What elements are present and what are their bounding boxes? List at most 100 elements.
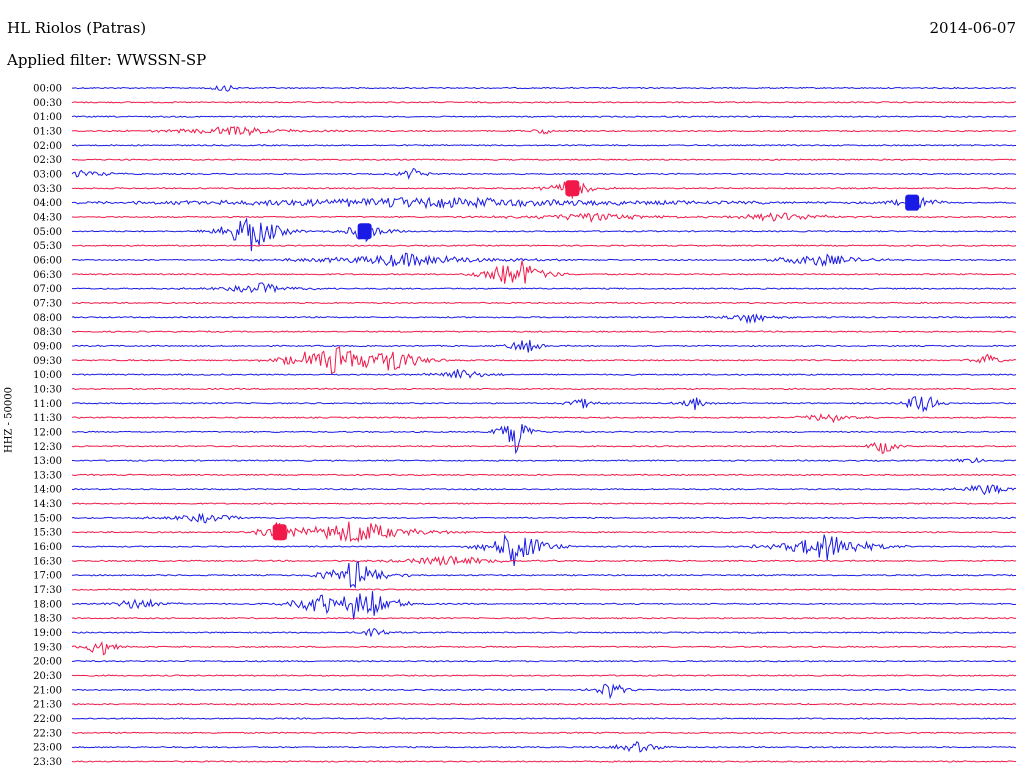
trace-line — [71, 591, 1017, 620]
time-label: 00:00 — [33, 84, 62, 95]
date-label: 2014-06-07 — [929, 19, 1016, 37]
time-label: 01:30 — [33, 126, 62, 137]
time-label: 17:00 — [33, 571, 62, 582]
time-label: 10:30 — [33, 384, 62, 395]
time-label: 05:30 — [33, 241, 62, 252]
trace-line — [71, 313, 1017, 325]
saturated-signal-block — [357, 223, 372, 240]
time-label: 06:00 — [33, 255, 62, 266]
time-label: 01:00 — [33, 112, 62, 123]
station-title: HL Riolos (Patras) — [7, 19, 147, 37]
time-label: 23:30 — [33, 757, 62, 768]
trace-line — [71, 282, 1017, 294]
time-label: 00:30 — [33, 98, 62, 109]
trace-line — [71, 457, 1017, 464]
trace-line — [71, 244, 1017, 247]
saturated-signal-block — [565, 180, 580, 197]
trace-line — [71, 413, 1017, 424]
trace-line — [71, 731, 1017, 735]
time-label: 04:30 — [33, 212, 62, 223]
time-label: 07:30 — [33, 298, 62, 309]
trace-line — [71, 424, 1017, 455]
trace-line — [71, 627, 1017, 637]
time-label: 12:00 — [33, 427, 62, 438]
time-label: 09:00 — [33, 341, 62, 352]
time-label: 18:00 — [33, 599, 62, 610]
trace-line — [71, 212, 1017, 224]
trace-line — [71, 588, 1016, 591]
trace-line — [71, 502, 1017, 505]
time-label: 14:00 — [33, 485, 62, 496]
trace-line — [71, 167, 1017, 180]
trace-line — [71, 158, 1017, 161]
time-label: 20:30 — [33, 671, 62, 682]
trace-line — [71, 260, 1017, 284]
trace-line — [71, 339, 1017, 353]
trace-line — [71, 760, 1017, 763]
time-label: 10:00 — [33, 370, 62, 381]
trace-line — [71, 641, 1017, 656]
trace-line — [71, 196, 1017, 212]
time-label: 02:00 — [33, 141, 62, 152]
time-label: 18:30 — [33, 614, 62, 625]
trace-line — [71, 533, 1017, 566]
time-label: 09:30 — [33, 356, 62, 367]
time-label: 08:00 — [33, 313, 62, 324]
trace-line — [71, 555, 1017, 567]
trace-line — [71, 717, 1017, 720]
trace-line — [71, 369, 1017, 379]
time-label: 23:00 — [33, 743, 62, 754]
trace-line — [71, 330, 1016, 333]
trace-line — [71, 521, 1017, 543]
filter-label: Applied filter: WWSSN-SP — [7, 51, 207, 69]
trace-line — [71, 484, 1016, 496]
time-label: 06:30 — [33, 270, 62, 281]
time-label: 13:00 — [33, 456, 62, 467]
time-label: 11:00 — [33, 399, 62, 410]
time-label: 16:00 — [33, 542, 62, 553]
trace-line — [71, 561, 1016, 589]
trace-line — [71, 179, 1017, 199]
time-label: 22:00 — [33, 714, 62, 725]
trace-line — [71, 702, 1017, 706]
time-label: 21:00 — [33, 685, 62, 696]
trace-line — [71, 115, 1017, 118]
time-label: 14:30 — [33, 499, 62, 510]
time-label: 07:00 — [33, 284, 62, 295]
time-label: 02:30 — [33, 155, 62, 166]
time-label: 03:30 — [33, 184, 62, 195]
time-label: 03:00 — [33, 169, 62, 180]
trace-line — [71, 101, 1017, 104]
trace-line — [71, 617, 1017, 620]
trace-line — [71, 126, 1017, 137]
saturated-signal-block — [272, 524, 287, 541]
trace-line — [71, 741, 1017, 753]
time-label: 05:00 — [33, 227, 62, 238]
trace-line — [71, 301, 1017, 305]
trace-line — [71, 473, 1017, 477]
trace-line — [71, 144, 1016, 147]
trace-line — [71, 512, 1017, 524]
trace-line — [71, 683, 1017, 700]
time-label: 15:30 — [33, 528, 62, 539]
trace-line — [71, 252, 1017, 267]
trace-line — [71, 441, 1017, 455]
saturated-signal-block — [905, 194, 920, 211]
trace-line — [71, 659, 1017, 663]
time-label: 20:00 — [33, 657, 62, 668]
time-label: 11:30 — [33, 413, 62, 424]
time-label: 08:30 — [33, 327, 62, 338]
trace-line — [71, 396, 1017, 413]
time-label: 04:00 — [33, 198, 62, 209]
trace-line — [71, 674, 1017, 677]
trace-line — [71, 84, 1016, 92]
time-label: 22:30 — [33, 728, 62, 739]
time-label: 15:00 — [33, 513, 62, 524]
trace-line — [71, 387, 1017, 391]
time-label: 21:30 — [33, 700, 62, 711]
time-label: 13:30 — [33, 470, 62, 481]
time-label: 19:00 — [33, 628, 62, 639]
time-label: 12:30 — [33, 442, 62, 453]
time-label: 17:30 — [33, 585, 62, 596]
